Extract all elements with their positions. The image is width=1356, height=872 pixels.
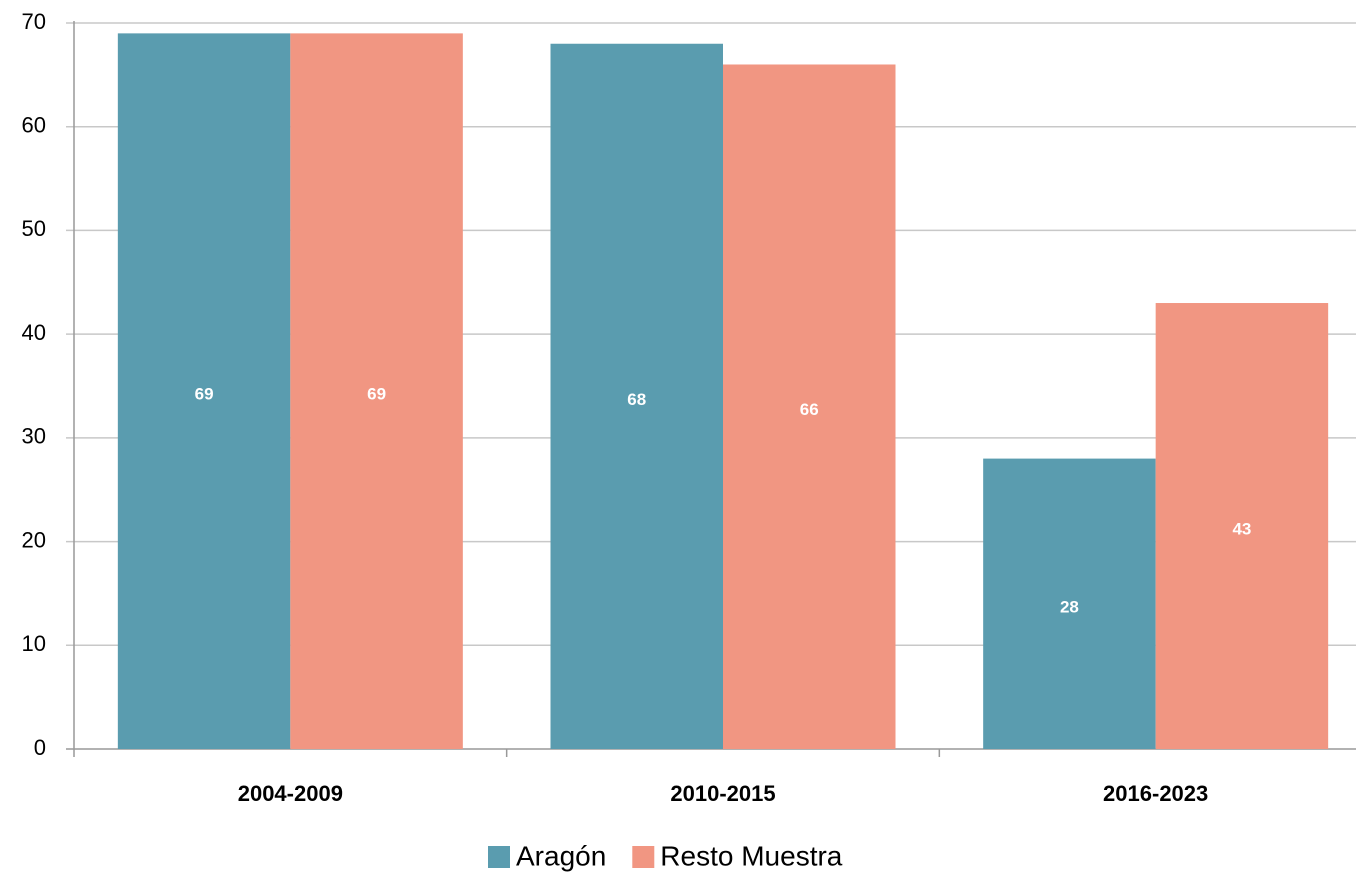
x-tick-label: 2016-2023 — [1103, 781, 1208, 806]
bar — [723, 64, 896, 749]
y-tick-label: 70 — [22, 9, 46, 34]
legend-label: Resto Muestra — [660, 840, 842, 871]
bar — [117, 33, 291, 749]
data-label: 69 — [367, 385, 386, 404]
y-tick-label: 20 — [22, 527, 46, 552]
legend-label: Aragón — [516, 840, 606, 871]
x-tick-label: 2004-2009 — [238, 781, 343, 806]
y-tick-label: 40 — [22, 320, 46, 345]
y-tick-label: 60 — [22, 113, 46, 138]
data-label: 43 — [1232, 519, 1251, 538]
data-label: 69 — [195, 385, 214, 404]
x-tick-label: 2010-2015 — [670, 781, 775, 806]
legend-swatch — [488, 846, 510, 868]
y-tick-label: 30 — [22, 424, 46, 449]
bar — [550, 43, 723, 749]
bar — [983, 458, 1156, 749]
data-label: 28 — [1060, 597, 1079, 616]
bar — [1155, 303, 1329, 749]
bar — [290, 33, 463, 749]
data-label: 66 — [800, 400, 819, 419]
y-tick-label: 10 — [22, 631, 46, 656]
y-tick-label: 50 — [22, 216, 46, 241]
y-tick-label: 0 — [34, 735, 46, 760]
legend-swatch — [632, 846, 655, 868]
data-label: 68 — [627, 390, 646, 409]
